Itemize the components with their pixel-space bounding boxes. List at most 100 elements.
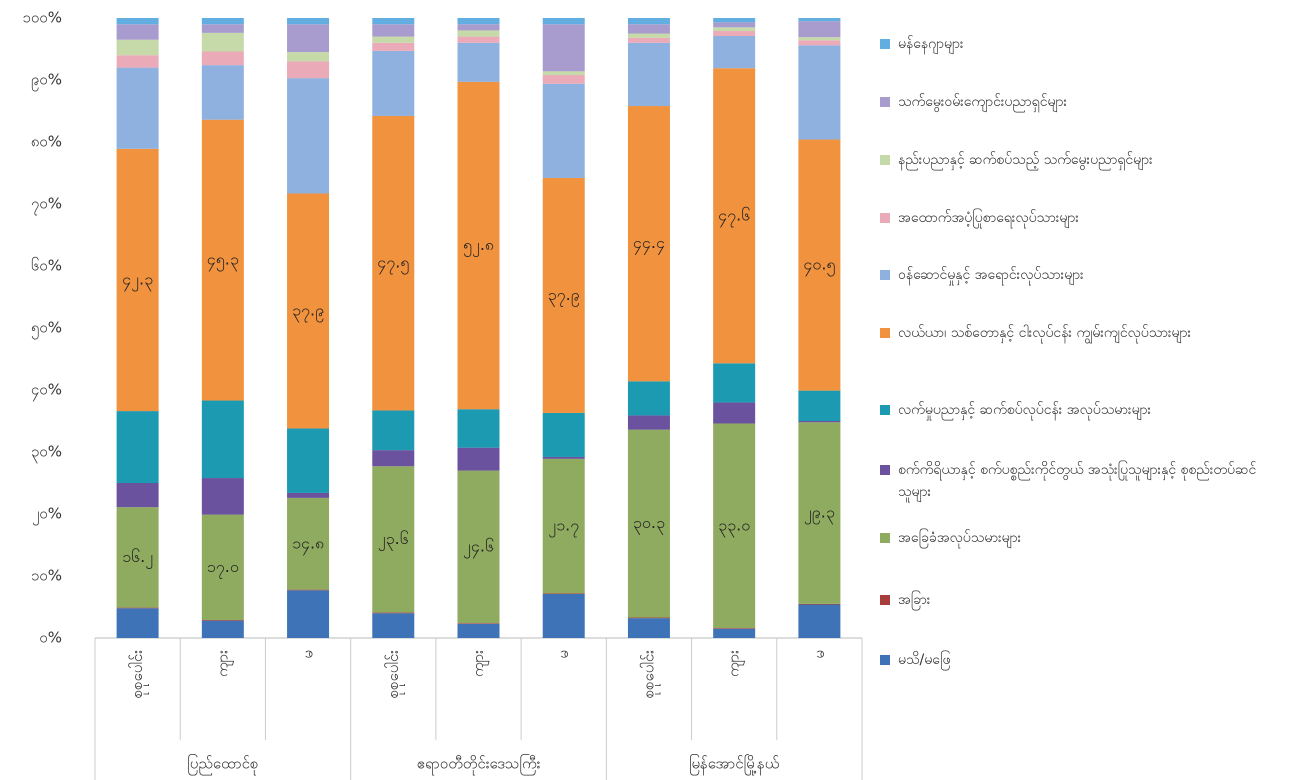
- bar-segment: [457, 36, 500, 43]
- bar-segment: [372, 410, 415, 451]
- bar-segment: [542, 593, 585, 594]
- bar-segment: [201, 65, 244, 120]
- bar-segment: [201, 620, 244, 621]
- bar-segment: [627, 429, 670, 618]
- y-tick-label: ၄၀%: [31, 381, 62, 402]
- legend-swatch: [880, 39, 890, 49]
- bar-segment: [713, 628, 756, 638]
- bar-segment: [627, 106, 670, 382]
- y-tick-label: ၅၀%: [31, 319, 62, 340]
- bar-segment: [457, 409, 500, 448]
- bar-segment: [627, 24, 670, 34]
- bar-segment: [713, 68, 756, 364]
- bar-segment: [116, 411, 159, 483]
- x-tick-label: မ: [299, 650, 317, 659]
- bar-segment: [798, 390, 841, 421]
- value-label: ၁၄.၈: [292, 533, 324, 555]
- legend-item: လယ်ယာ၊ သစ်တောနှင့် ငါးလုပ်ငန်း ကျွမ်းကျင…: [880, 322, 1278, 344]
- legend-swatch: [880, 328, 890, 338]
- bar-segment: [287, 589, 330, 591]
- value-label: ၄၂.၃: [122, 269, 153, 291]
- x-tick-label: ကျား: [725, 650, 746, 677]
- bar-segment: [372, 612, 415, 614]
- y-tick-label: ၆၀%: [31, 257, 62, 275]
- value-label: ၂၃.၆: [378, 529, 409, 551]
- bar-segment: [287, 61, 330, 79]
- legend-label: အထောက်အပံ့ပြုစာရေးလုပ်သားများ: [898, 210, 1079, 226]
- bar-segment: [713, 27, 756, 32]
- bar-segment: [287, 78, 330, 194]
- bar-segment: [457, 81, 500, 410]
- y-tick-label: ၁၀၀%: [22, 9, 62, 27]
- bar-segment: [627, 617, 670, 619]
- y-tick-label: ၂၀%: [32, 505, 62, 526]
- value-label: ၃၃.၀: [718, 515, 750, 537]
- bar-segment: [201, 51, 244, 66]
- legend-swatch: [880, 655, 890, 665]
- legend-item: စက်ကိရိယာနှင့် စက်ပစ္စည်းကိုင်တွယ် အသုံး…: [880, 459, 1278, 503]
- bar-segment: [713, 18, 756, 23]
- bar-segment: [542, 456, 585, 459]
- bar-segment: [542, 71, 585, 76]
- bar-segment: [372, 450, 415, 467]
- x-tick-label: မ: [554, 650, 572, 659]
- legend-label: အခြေခံအလုပ်သမားများ: [898, 530, 1022, 546]
- bar-segment: [713, 628, 756, 629]
- legend-item: အထောက်အပံ့ပြုစာရေးလုပ်သားများ: [880, 207, 1278, 229]
- bar-segment: [457, 42, 500, 82]
- value-label: ၄၇.၆: [718, 205, 750, 227]
- bar-segment: [798, 21, 841, 38]
- bar-segment: [287, 497, 330, 590]
- bar-segment: [713, 363, 756, 403]
- y-tick-label: ၃၀%: [31, 443, 62, 464]
- bar-segment: [201, 32, 244, 52]
- legend-item: အခြား: [880, 589, 1278, 611]
- legend-swatch: [880, 270, 890, 280]
- bar-segment: [542, 75, 585, 84]
- bar-segment: [798, 139, 841, 391]
- legend-item: အခြေခံအလုပ်သမားများ: [880, 527, 1278, 549]
- bar-segment: [116, 39, 159, 56]
- bar-segment: [457, 470, 500, 624]
- bar-segment: [201, 620, 244, 638]
- y-tick-label: ၇၀%: [31, 195, 62, 216]
- legend-label: သက်မွေးဝမ်းကျောင်းပညာရှင်များ: [898, 94, 1067, 110]
- legend-swatch: [880, 595, 890, 605]
- bar-segment: [713, 22, 756, 28]
- value-label: ၄၀.၅: [803, 255, 835, 277]
- bar-segment: [542, 24, 585, 72]
- legend-swatch: [880, 155, 890, 165]
- bar-segment: [287, 18, 330, 25]
- bar-segment: [457, 623, 500, 624]
- bar-segment: [287, 193, 330, 429]
- bar-segment: [457, 24, 500, 31]
- value-label: ၂၉.၃: [804, 503, 835, 525]
- legend-swatch: [880, 533, 890, 543]
- bar-segment: [798, 604, 841, 638]
- legend-label: မန်နေဂျာများ: [898, 36, 964, 52]
- bar-segment: [798, 37, 841, 41]
- bar-segment: [627, 37, 670, 43]
- group-label: မြန်အောင်မြို့နယ်: [689, 754, 779, 776]
- y-tick-label: ၉၀%: [31, 71, 62, 92]
- bar-segment: [372, 24, 415, 37]
- bar-segment: [201, 119, 244, 401]
- legend-item: လက်မှုပညာနှင့် ဆက်စပ်လုပ်ငန်း အလုပ်သမားမ…: [880, 399, 1278, 421]
- legend-swatch: [880, 405, 890, 415]
- x-tick-label: စုစုပေါင်း: [128, 650, 149, 698]
- bar-segment: [287, 492, 330, 498]
- bar-segment: [201, 514, 244, 621]
- bar-segment: [372, 50, 415, 116]
- legend-label: လယ်ယာ၊ သစ်တောနှင့် ငါးလုပ်ငန်း ကျွမ်းကျင…: [898, 325, 1192, 341]
- group-label: ဧရာဝတီတိုင်းဒေသကြီး: [417, 754, 541, 776]
- bar-segment: [798, 422, 841, 604]
- bar-segment: [287, 590, 330, 638]
- x-tick-label: စုစုပေါင်း: [639, 650, 660, 698]
- x-tick-label: ကျား: [469, 650, 490, 677]
- legend-swatch: [880, 465, 890, 475]
- legend-item: မသိ/မဖြေ: [880, 649, 1278, 671]
- bar-segment: [372, 466, 415, 613]
- value-label: ၂၄.၆: [463, 536, 494, 558]
- bar-segment: [372, 36, 415, 43]
